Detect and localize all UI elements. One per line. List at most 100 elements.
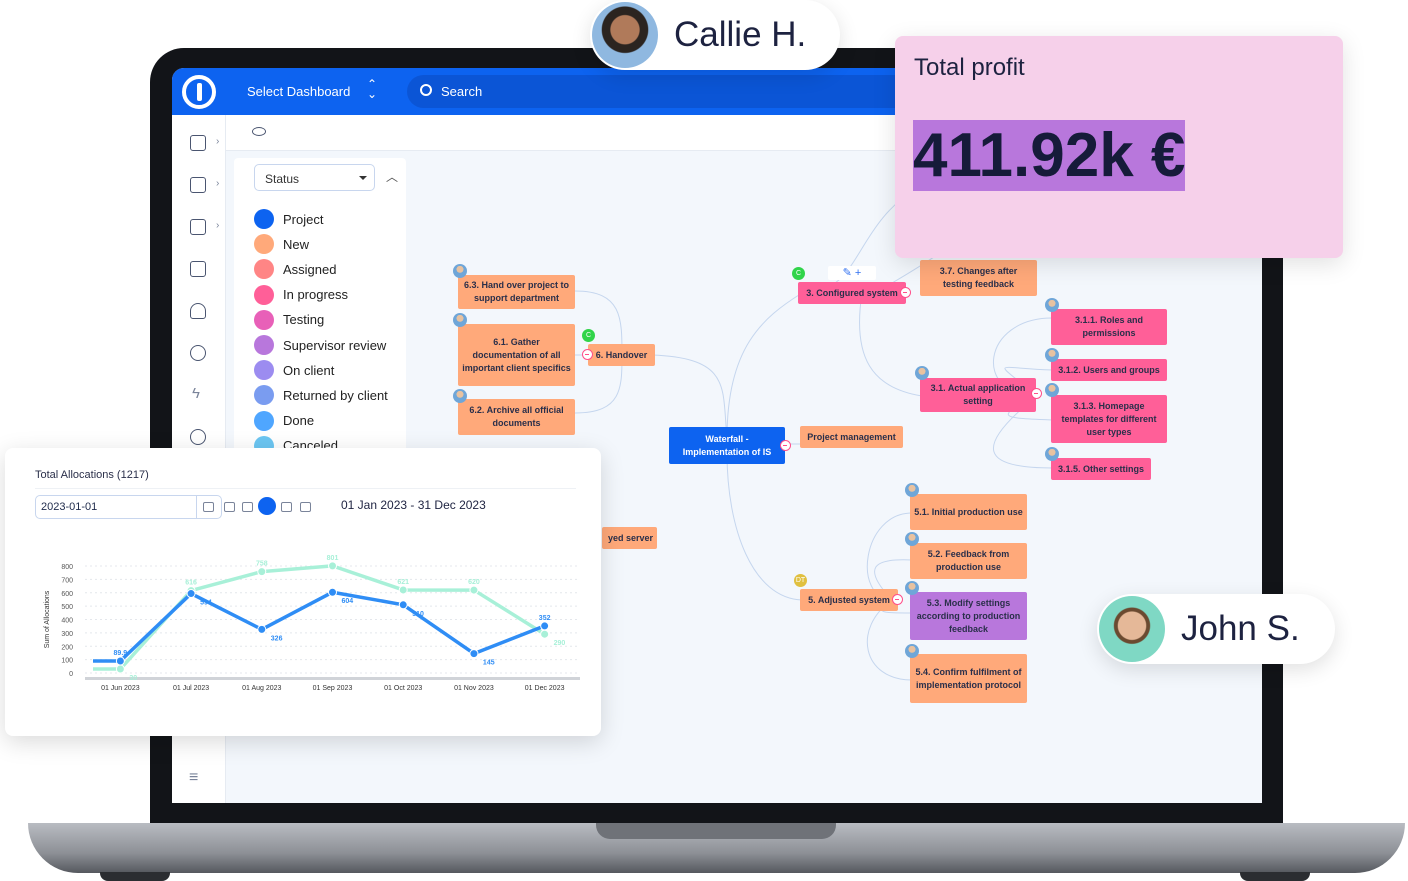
dashboard-icon[interactable] — [190, 135, 206, 151]
data-point — [115, 656, 125, 666]
chevron-updown-icon[interactable]: ⌃ ⌄ — [367, 77, 378, 101]
calendar-year-icon[interactable] — [300, 502, 311, 512]
status-color-dot — [254, 259, 274, 280]
collapse-icon[interactable] — [892, 594, 903, 605]
mindmap-node[interactable]: yed server — [602, 527, 657, 549]
chevron-right-icon[interactable]: › — [216, 220, 220, 231]
expand-menu-icon[interactable]: ≡ — [189, 769, 199, 786]
laptop-notch — [596, 823, 836, 839]
data-label: 352 — [539, 615, 551, 622]
x-tick-label: 01 Oct 2023 — [384, 685, 422, 692]
mindmap-node[interactable]: 3.1.3. Homepage templates for different … — [1051, 395, 1167, 443]
status-legend-item[interactable]: New — [254, 233, 309, 255]
avatar — [1045, 348, 1059, 362]
x-tick-label: 01 Jun 2023 — [101, 685, 140, 692]
avatar — [1045, 383, 1059, 397]
collapse-icon[interactable] — [780, 440, 791, 451]
status-legend-item[interactable]: Project — [254, 208, 323, 230]
data-label: 89.9 — [114, 650, 128, 657]
collapse-icon[interactable] — [1031, 388, 1042, 399]
profit-value: 411.92k € — [913, 120, 1186, 191]
status-legend-item[interactable]: Done — [254, 410, 314, 432]
total-profit-card: Total profit 411.92k € — [895, 36, 1343, 258]
mindmap-node[interactable]: 5.4. Confirm fulfilment of implementatio… — [910, 654, 1027, 703]
calendar-week-icon[interactable] — [242, 502, 253, 512]
clock-icon[interactable] — [190, 345, 206, 361]
user-badge: DT — [794, 574, 807, 587]
hierarchy-icon[interactable] — [190, 177, 206, 193]
mindmap-node[interactable]: 5. Adjusted system — [800, 589, 898, 611]
x-axis — [85, 677, 580, 680]
mindmap-node[interactable]: 6.2. Archive all official documents — [458, 399, 575, 435]
status-select[interactable]: Status — [254, 164, 375, 191]
data-point — [115, 664, 125, 674]
data-label: 621 — [397, 579, 409, 586]
status-label: Returned by client — [283, 387, 388, 403]
calendar-board-icon[interactable] — [190, 261, 206, 277]
laptop-foot — [1240, 872, 1310, 881]
status-legend-item[interactable]: On client — [254, 359, 334, 381]
data-label: 30 — [129, 675, 137, 682]
chevron-up-icon[interactable]: ︿ — [386, 170, 399, 184]
lightning-icon[interactable]: ϟ — [192, 385, 200, 402]
mindmap-node[interactable]: 3.1.1. Roles and permissions — [1051, 309, 1167, 345]
status-legend-item[interactable]: Supervisor review — [254, 334, 386, 356]
status-label: New — [283, 236, 310, 252]
allocations-card: Total Allocations (1217) 2023-01-01 01 J… — [5, 448, 601, 736]
calendar-icon[interactable] — [203, 502, 214, 512]
mindmap-node[interactable]: 6.3. Hand over project to support depart… — [458, 275, 575, 309]
status-color-dot — [254, 360, 274, 381]
eye-icon[interactable] — [252, 127, 266, 136]
data-point — [398, 600, 408, 610]
avatar — [915, 366, 929, 380]
select-dashboard-button[interactable]: Select Dashboard — [247, 84, 351, 99]
mindmap-node[interactable]: 5.3. Modify settings according to produc… — [910, 592, 1027, 640]
user-icon[interactable] — [190, 303, 206, 319]
status-label: Done — [283, 413, 315, 429]
data-label: 510 — [412, 611, 424, 618]
add-icon[interactable]: + — [854, 267, 862, 279]
date-input[interactable]: 2023-01-01 — [35, 495, 222, 519]
mindmap-node[interactable]: 3.7. Changes after testing feedback — [920, 260, 1037, 296]
x-tick-label: 01 Aug 2023 — [242, 685, 281, 692]
avatar — [905, 644, 919, 658]
status-color-dot — [254, 209, 274, 229]
app-logo-icon[interactable] — [182, 75, 216, 109]
calendar-add-icon[interactable] — [281, 502, 292, 512]
edit-icon[interactable]: ✎ — [842, 267, 852, 279]
data-point — [186, 589, 196, 599]
chevron-right-icon[interactable]: › — [216, 136, 220, 147]
avatar — [905, 581, 919, 595]
status-legend-item[interactable]: Returned by client — [254, 384, 388, 406]
mindmap-node[interactable]: 6. Handover — [588, 344, 655, 366]
user-pill-callie: Callie H. — [590, 0, 840, 70]
data-label: 758 — [256, 561, 268, 568]
x-tick-label: 01 Sep 2023 — [313, 685, 353, 692]
collapse-icon[interactable] — [582, 349, 593, 360]
alert-icon[interactable] — [190, 429, 206, 445]
series-line — [93, 564, 546, 671]
mindmap-node[interactable]: 6.1. Gather documentation of all importa… — [458, 324, 575, 386]
mindmap-root-node[interactable]: Waterfall - Implementation of IS — [669, 427, 785, 464]
y-tick-label: 300 — [61, 631, 73, 638]
calendar-month-icon[interactable] — [258, 497, 276, 515]
status-label: On client — [283, 362, 335, 378]
y-tick-label: 0 — [69, 671, 73, 678]
mindmap-node[interactable]: 5.1. Initial production use — [910, 494, 1027, 530]
chevron-right-icon[interactable]: › — [216, 178, 220, 189]
calendar-day-icon[interactable] — [224, 502, 235, 512]
y-tick-label: 200 — [61, 644, 73, 651]
status-legend-panel: Status ︿ Project New Assigned In progress Te… — [234, 158, 406, 458]
status-legend-item[interactable]: Testing — [254, 309, 324, 331]
status-legend-item[interactable]: Assigned — [254, 258, 336, 280]
status-legend-item[interactable]: In progress — [254, 284, 348, 306]
mindmap-node[interactable]: 3.1. Actual application setting — [920, 378, 1036, 412]
mindmap-node[interactable]: 3.1.5. Other settings — [1051, 458, 1151, 480]
clipboard-check-icon[interactable] — [190, 219, 206, 235]
mindmap-node[interactable]: Project management — [800, 426, 903, 448]
data-point — [469, 649, 479, 659]
mindmap-node[interactable]: 3.1.2. Users and groups — [1051, 359, 1167, 381]
mindmap-node[interactable]: 3. Configured system — [798, 282, 906, 304]
mindmap-node[interactable]: 5.2. Feedback from production use — [910, 543, 1027, 579]
collapse-icon[interactable] — [900, 287, 911, 298]
